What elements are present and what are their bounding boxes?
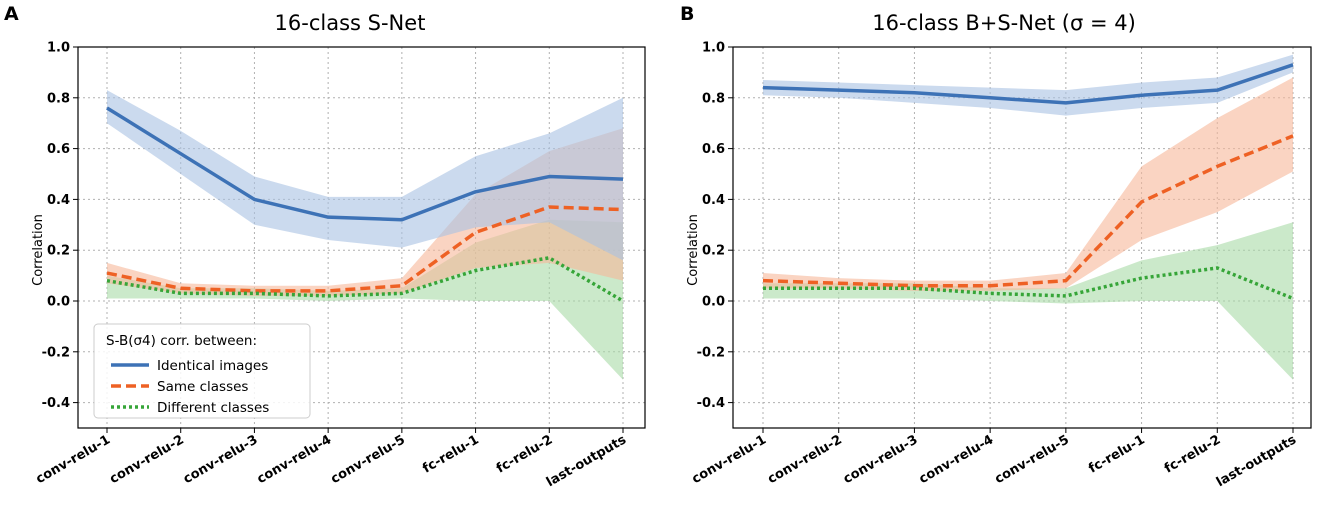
panel-b: B 16-class B+S-Net (σ = 4) Correlation -…	[680, 3, 1312, 490]
panel-a-identical-line	[106, 106, 624, 222]
panel-b-identical-line	[762, 63, 1294, 105]
panel-b-xtick-label: conv-relu-1	[689, 432, 769, 487]
panel-b-xtick-label: last-outputs	[1214, 432, 1299, 490]
panel-b-identical-band	[763, 54, 1293, 116]
panel-a-lines	[106, 106, 624, 303]
panel-a-same-line	[106, 205, 624, 293]
panel-a-bands	[107, 90, 623, 380]
panel-b-xtick-label: fc-relu-1	[1086, 432, 1147, 476]
panel-b-different-band	[763, 222, 1293, 380]
panel-b-bands	[763, 54, 1293, 380]
legend-identical-label: Identical images	[157, 358, 268, 374]
panel-b-ytick-label: 0.4	[702, 193, 725, 208]
legend: S-B(σ4) corr. between: Identical images …	[93, 323, 311, 419]
panel-a-xtick-label: fc-relu-2	[494, 432, 555, 476]
panel-b-ytick-label: 0.6	[702, 142, 725, 157]
panel-b-x-ticks: conv-relu-1conv-relu-2conv-relu-3conv-re…	[689, 428, 1299, 490]
panel-a-ytick-label: -0.4	[42, 396, 70, 411]
panel-b-xtick-label: conv-relu-5	[992, 432, 1072, 487]
panel-b-lines	[762, 63, 1294, 301]
panel-a-xtick-label: last-outputs	[544, 432, 629, 490]
panel-a-y-axis-label: Correlation	[31, 214, 46, 286]
legend-same-label: Same classes	[157, 379, 248, 395]
panel-a-ytick-label: 0.6	[47, 142, 70, 157]
panel-b-plot-frame	[732, 46, 1312, 429]
panel-a-xtick-label: conv-relu-1	[33, 432, 113, 487]
panel-b-same-band	[763, 77, 1293, 291]
panel-b-xtick-label: fc-relu-2	[1162, 432, 1223, 476]
panel-a-plot-frame	[77, 46, 646, 429]
panel-b-xtick-label: conv-relu-2	[765, 432, 845, 487]
panel-a-xtick-label: fc-relu-1	[420, 432, 481, 476]
panel-a-ytick-label: 0.2	[47, 244, 70, 259]
panel-b-xtick-label: conv-relu-3	[841, 432, 921, 487]
panel-a-x-ticks: conv-relu-1conv-relu-2conv-relu-3conv-re…	[33, 428, 629, 490]
panel-a-xtick-label: conv-relu-5	[328, 432, 408, 487]
panel-b-different-line	[763, 266, 1294, 301]
panel-a-xtick-label: conv-relu-4	[255, 432, 335, 487]
panel-a-identical-band	[107, 90, 623, 261]
legend-title: S-B(σ4) corr. between:	[106, 333, 257, 349]
panel-a-y-ticks: -0.4 -0.2 0.0 0.2 0.4 0.6 0.8 1.0	[42, 41, 78, 411]
legend-different-label: Different classes	[157, 400, 269, 416]
panel-a-different-line	[106, 256, 624, 303]
panel-b-xtick-label: conv-relu-4	[917, 432, 997, 487]
panel-a-ytick-label: 1.0	[47, 41, 70, 56]
panel-a-xtick-label: conv-relu-3	[181, 432, 261, 487]
panel-a-ytick-label: 0.8	[47, 91, 70, 106]
panel-b-ytick-label: 0.0	[702, 295, 725, 310]
panel-a-ytick-label: 0.4	[47, 193, 70, 208]
legend-box	[93, 323, 311, 419]
panel-a-ytick-label: 0.0	[47, 295, 70, 310]
panel-b-letter: B	[680, 3, 694, 25]
panel-a: A 16-class S-Net Correlation -0.4 -0.2 0.0…	[4, 3, 646, 490]
panel-a-xtick-label: conv-relu-2	[107, 432, 187, 487]
panel-a-letter: A	[4, 3, 19, 25]
panel-b-y-axis-label: Correlation	[686, 214, 701, 286]
panel-b-ytick-label: -0.4	[697, 396, 725, 411]
panel-b-ytick-label: 0.8	[702, 91, 725, 106]
panel-b-ytick-label: 1.0	[702, 41, 725, 56]
panel-b-y-ticks: -0.4 -0.2 0.0 0.2 0.4 0.6 0.8 1.0	[697, 41, 733, 411]
panel-b-ytick-label: -0.2	[697, 345, 725, 360]
panel-a-title: 16-class S-Net	[275, 11, 426, 35]
panel-a-ytick-label: -0.2	[42, 345, 70, 360]
panel-a-same-band	[107, 128, 623, 296]
panel-b-title: 16-class B+S-Net (σ = 4)	[872, 11, 1136, 35]
panel-b-same-line	[762, 134, 1294, 288]
panel-b-ytick-label: 0.2	[702, 244, 725, 259]
